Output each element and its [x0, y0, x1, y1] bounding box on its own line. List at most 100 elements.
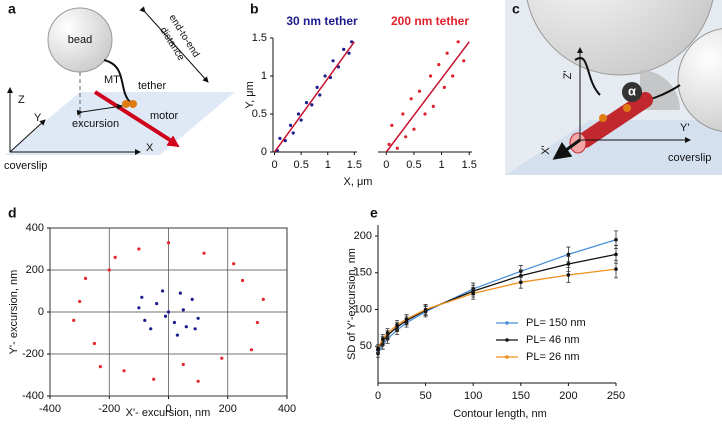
point — [163, 314, 168, 318]
y-tick-label: 400 — [26, 222, 44, 234]
x-tick-label: 1.5 — [347, 159, 362, 171]
point — [181, 362, 185, 367]
point — [249, 348, 254, 352]
point — [140, 295, 144, 299]
point — [178, 291, 182, 295]
point — [395, 146, 399, 150]
point — [193, 327, 197, 331]
panel-letter: e — [370, 205, 378, 221]
motor — [129, 100, 137, 108]
point — [304, 101, 309, 105]
point — [255, 320, 259, 325]
series-line — [377, 253, 617, 351]
label: Z' — [562, 71, 574, 80]
point — [283, 139, 287, 143]
point — [92, 341, 97, 346]
point — [166, 310, 171, 314]
motor — [623, 104, 631, 112]
point — [401, 112, 405, 116]
point — [428, 74, 433, 78]
axis — [9, 119, 46, 153]
point — [566, 273, 571, 277]
excursion-arrow — [76, 103, 123, 116]
point — [299, 118, 303, 122]
point — [278, 136, 282, 140]
x-axis-label: X'- excursion, nm — [126, 407, 211, 419]
point — [347, 51, 351, 55]
x-tick-label: 1 — [439, 159, 445, 171]
legend-label: PL= 46 nm — [526, 334, 580, 346]
point — [404, 317, 409, 321]
x-tick-label: 200 — [219, 403, 237, 415]
label: excursion — [72, 118, 119, 130]
tether — [103, 59, 131, 103]
point — [155, 302, 159, 306]
point — [291, 131, 295, 135]
y-tick-label: 100 — [354, 303, 372, 315]
point — [318, 93, 322, 97]
y-tick-label: 0.5 — [252, 108, 267, 120]
x-tick-label: 0 — [272, 159, 278, 171]
label: coverslip — [4, 160, 47, 172]
point — [409, 97, 413, 101]
y-tick-label: -200 — [22, 348, 44, 360]
point — [83, 276, 88, 280]
y-tick-label: 200 — [26, 264, 44, 276]
point — [152, 377, 156, 381]
panel-c: α c Z' X' Y' coverslip — [505, 0, 722, 175]
point — [296, 112, 301, 116]
angle-badge — [622, 82, 642, 102]
point — [385, 331, 390, 335]
tether — [574, 57, 601, 96]
point — [423, 112, 427, 116]
point — [220, 356, 224, 360]
panel-a: a bead end-to-end distance tether MT mot… — [4, 1, 235, 172]
y-tick-label: 150 — [354, 267, 372, 279]
microtubule — [93, 90, 172, 142]
point — [395, 323, 399, 327]
panel-letter: b — [250, 1, 259, 17]
point — [72, 318, 76, 322]
point — [471, 291, 476, 296]
point — [614, 252, 618, 257]
distance-arrow — [139, 6, 209, 83]
point — [172, 320, 177, 325]
label: bead — [68, 34, 92, 46]
panel-letter: c — [512, 1, 520, 17]
x-tick-label: 100 — [464, 390, 482, 402]
point — [614, 237, 618, 242]
series-line — [377, 268, 617, 349]
x-axis-label: X, μm — [344, 176, 373, 188]
y-tick-label: 0 — [261, 146, 267, 158]
y-tick-label: 200 — [354, 230, 372, 242]
point — [614, 267, 618, 271]
point — [342, 47, 346, 52]
point — [137, 247, 141, 251]
point — [261, 297, 265, 301]
x-tick-label: -400 — [39, 403, 61, 415]
legend-marker — [505, 338, 509, 342]
point — [437, 63, 441, 67]
label: motor — [150, 110, 178, 122]
y-tick-label: -400 — [22, 390, 44, 402]
x-tick-label: -200 — [98, 403, 120, 415]
label: Y — [34, 112, 42, 124]
fit-line — [385, 41, 470, 153]
point — [431, 104, 435, 108]
label: coverslip — [668, 152, 711, 164]
point — [143, 318, 147, 322]
y-tick-label: 1 — [261, 70, 267, 82]
point — [166, 241, 171, 245]
point — [387, 142, 391, 146]
fit-line — [273, 41, 355, 153]
point — [519, 280, 523, 285]
chart-title: 30 nm tether — [286, 14, 358, 28]
point — [390, 123, 394, 127]
y-tick-label: 0 — [38, 306, 44, 318]
x-tick-label: 400 — [278, 403, 296, 415]
point — [137, 306, 141, 310]
point — [190, 297, 194, 301]
x-tick-label: 0 — [383, 159, 389, 171]
y-tick-label: 50 — [360, 340, 372, 352]
